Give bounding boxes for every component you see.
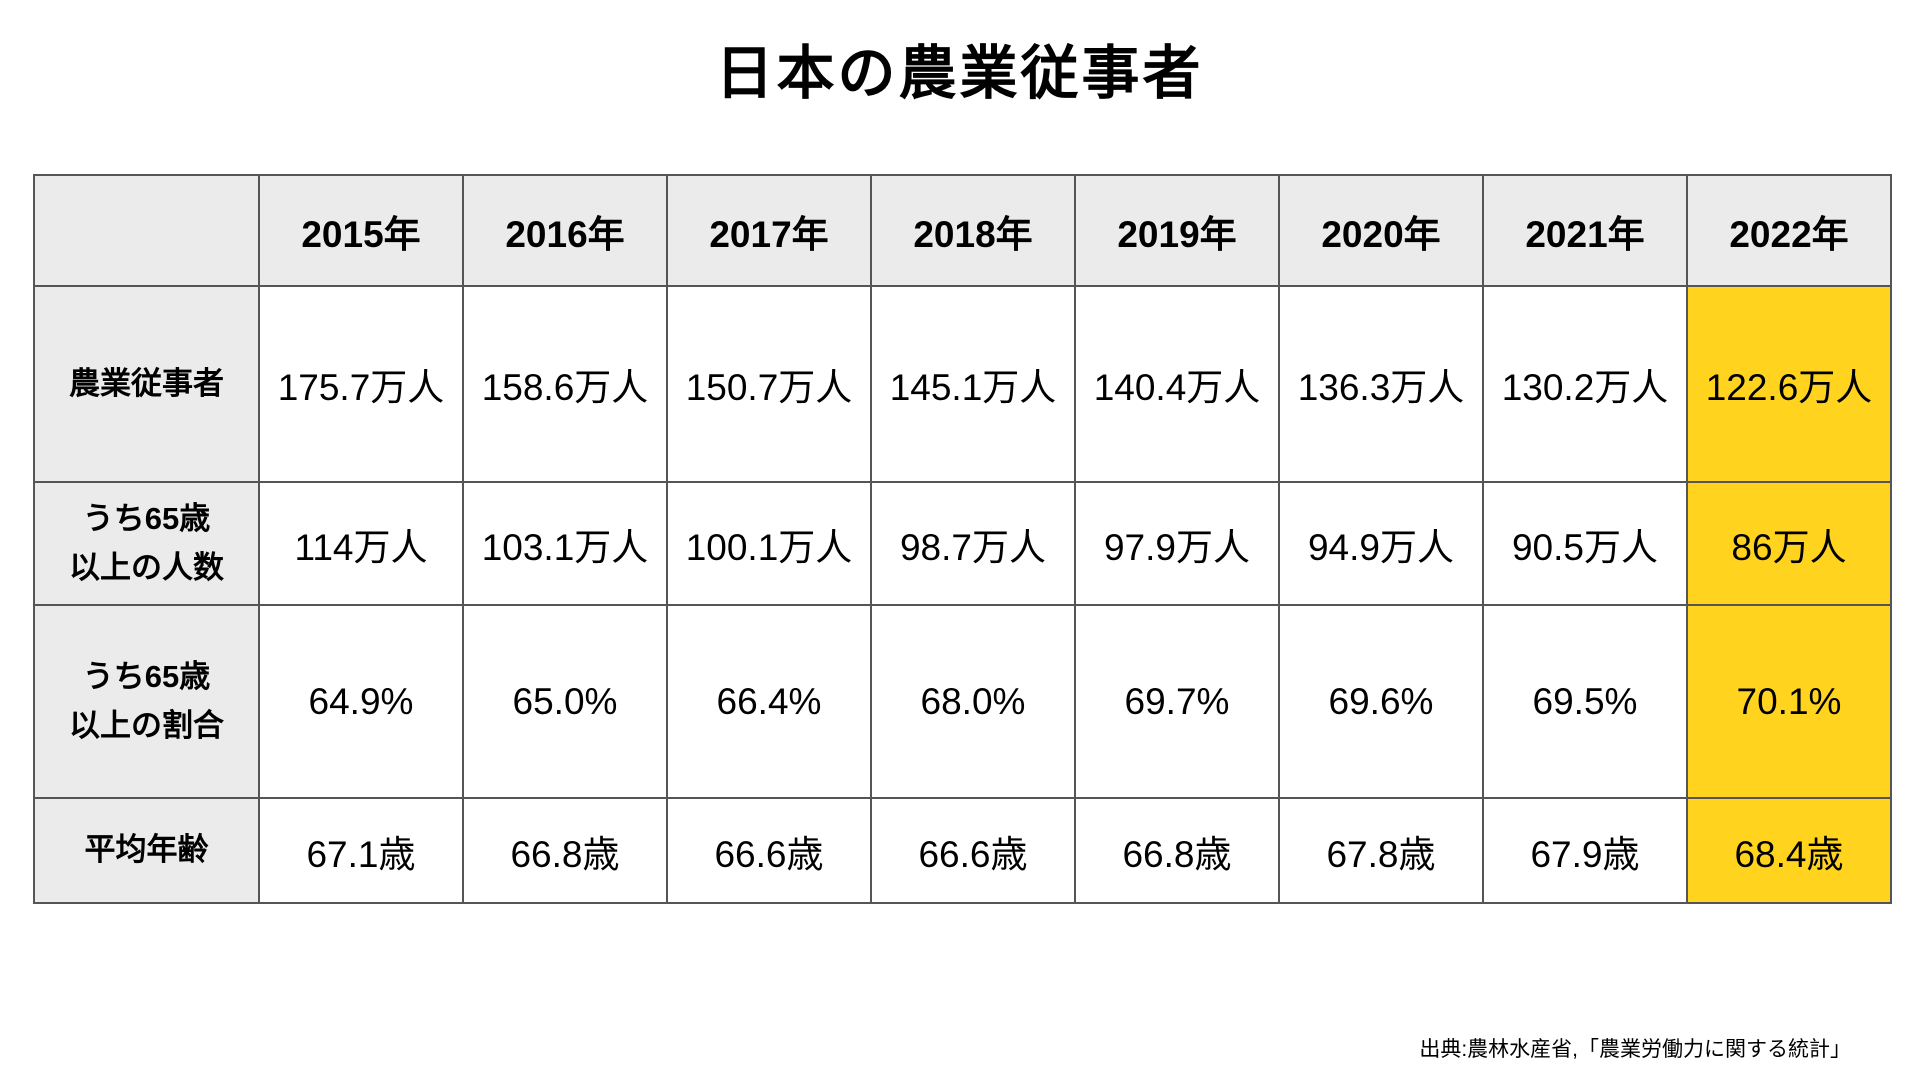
row-label: うち65歳 以上の割合	[33, 604, 260, 799]
data-cell: 136.3万人	[1278, 285, 1484, 483]
data-cell: 69.5%	[1482, 604, 1688, 799]
data-cell: 90.5万人	[1482, 481, 1688, 606]
row-label: うち65歳 以上の人数	[33, 481, 260, 606]
data-cell: 98.7万人	[870, 481, 1076, 606]
data-cell: 158.6万人	[462, 285, 668, 483]
data-cell: 68.0%	[870, 604, 1076, 799]
data-cell: 86万人	[1686, 481, 1892, 606]
data-cell: 67.1歳	[258, 797, 464, 904]
page-title: 日本の農業従事者	[715, 41, 1204, 106]
data-cell: 66.6歳	[870, 797, 1076, 904]
data-cell: 67.8歳	[1278, 797, 1484, 904]
column-header-2018年: 2018年	[870, 174, 1076, 287]
row-label: 農業従事者	[33, 285, 260, 483]
data-cell: 66.4%	[666, 604, 872, 799]
data-cell: 70.1%	[1686, 604, 1892, 799]
statistics-table: 2015年 2016年 2017年 2018年 2019年 2020年 2021年 2022年…	[33, 174, 1892, 904]
data-cell: 140.4万人	[1074, 285, 1280, 483]
data-cell: 122.6万人	[1686, 285, 1892, 483]
data-cell: 66.6歳	[666, 797, 872, 904]
data-cell: 100.1万人	[666, 481, 872, 606]
column-header-2022年: 2022年	[1686, 174, 1892, 287]
data-cell: 64.9%	[258, 604, 464, 799]
column-header-2021年: 2021年	[1482, 174, 1688, 287]
data-cell: 150.7万人	[666, 285, 872, 483]
data-cell: 66.8歳	[1074, 797, 1280, 904]
data-cell: 145.1万人	[870, 285, 1076, 483]
data-cell: 65.0%	[462, 604, 668, 799]
table-row: うち65歳 以上の人数 114万人 103.1万人 100.1万人 98.7万人 97.9…	[33, 481, 1892, 606]
table-row: 平均年齢 67.1歳 66.8歳 66.6歳 66.6歳 66.8歳 67.8歳 67.9歳 6…	[33, 797, 1892, 904]
data-cell: 66.8歳	[462, 797, 668, 904]
data-cell: 67.9歳	[1482, 797, 1688, 904]
column-header-2015年: 2015年	[258, 174, 464, 287]
source-note: 出典:農林水産省,「農業労働力に関する統計」	[1419, 1038, 1851, 1061]
data-cell: 68.4歳	[1686, 797, 1892, 904]
data-cell: 69.7%	[1074, 604, 1280, 799]
data-cell: 69.6%	[1278, 604, 1484, 799]
row-label: 平均年齢	[33, 797, 260, 904]
data-cell: 175.7万人	[258, 285, 464, 483]
data-cell: 97.9万人	[1074, 481, 1280, 606]
data-cell: 130.2万人	[1482, 285, 1688, 483]
column-header-2016年: 2016年	[462, 174, 668, 287]
data-cell: 114万人	[258, 481, 464, 606]
data-cell: 94.9万人	[1278, 481, 1484, 606]
corner-cell	[33, 174, 260, 287]
table-body: 農業従事者 175.7万人 158.6万人 150.7万人 145.1万人 140.4万人…	[33, 285, 1892, 904]
table-row: 農業従事者 175.7万人 158.6万人 150.7万人 145.1万人 140.4万人…	[33, 285, 1892, 483]
column-header-2020年: 2020年	[1278, 174, 1484, 287]
table-header-row: 2015年 2016年 2017年 2018年 2019年 2020年 2021年 2022年	[33, 174, 1892, 287]
column-header-2017年: 2017年	[666, 174, 872, 287]
data-cell: 103.1万人	[462, 481, 668, 606]
column-header-2019年: 2019年	[1074, 174, 1280, 287]
table-row: うち65歳 以上の割合 64.9% 65.0% 66.4% 68.0% 69.7% 69.6…	[33, 604, 1892, 799]
